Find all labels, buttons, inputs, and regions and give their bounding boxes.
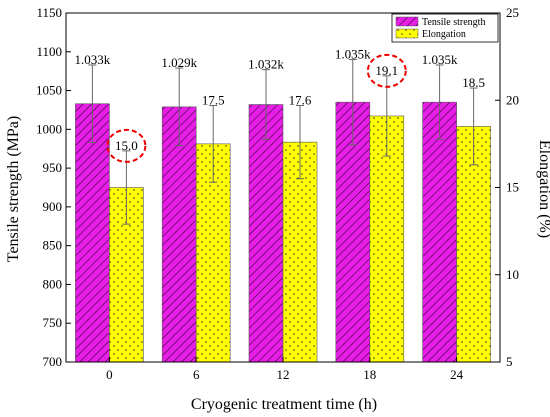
data-label-1-2: 17.6	[289, 92, 312, 107]
right-tick-label-25: 25	[506, 5, 519, 20]
data-label-1-0: 15.0	[115, 138, 138, 153]
right-tick-label-20: 20	[506, 92, 519, 107]
data-label-1-4: 18.5	[462, 75, 485, 90]
data-label-1-3: 19.1	[375, 63, 398, 78]
y-axis-right-title: Elongation (%)	[536, 140, 550, 238]
left-tick-label-1100: 1100	[36, 44, 62, 59]
bar-tensile-0	[75, 103, 110, 363]
left-tick-label-1000: 1000	[36, 121, 62, 136]
data-label-0-3: 1.035k	[335, 47, 371, 62]
x-tick-label-0: 0	[106, 367, 113, 382]
left-tick-label-850: 850	[43, 238, 63, 253]
data-label-0-4: 1.035k	[422, 52, 458, 67]
data-label-0-0: 1.033k	[75, 52, 111, 67]
data-label-0-1: 1.029k	[161, 55, 197, 70]
right-tick-label-10: 10	[506, 267, 519, 282]
x-tick-label-24: 24	[450, 367, 464, 382]
left-tick-label-800: 800	[43, 276, 63, 291]
left-tick-label-950: 950	[43, 160, 63, 175]
bar-elongation-24	[456, 126, 491, 363]
bar-tensile-24	[422, 101, 457, 363]
legend-label-elongation: Elongation	[422, 29, 466, 40]
x-axis-title: Cryogenic treatment time (h)	[191, 396, 377, 413]
x-tick-label-12: 12	[277, 367, 290, 382]
bar-elongation-18	[369, 115, 405, 363]
legend-label-tensile: Tensile strength	[422, 17, 485, 28]
left-tick-label-750: 750	[43, 315, 63, 330]
y-axis-left-title: Tensile strength (MPa)	[5, 116, 22, 262]
right-tick-label-5: 5	[506, 354, 513, 369]
data-label-1-1: 17.5	[202, 92, 225, 107]
legend-swatch-tensile	[395, 16, 419, 27]
left-tick-label-700: 700	[43, 354, 63, 369]
data-label-0-2: 1.032k	[248, 57, 284, 72]
bar-tensile-12	[248, 104, 284, 363]
highlight-circle-1-0	[106, 128, 147, 163]
left-tick-label-1150: 1150	[36, 5, 62, 20]
x-tick-label-6: 6	[193, 367, 200, 382]
x-tick-label-18: 18	[363, 367, 376, 382]
right-tick-label-15: 15	[506, 180, 519, 195]
left-tick-label-1050: 1050	[36, 83, 62, 98]
left-tick-label-900: 900	[43, 199, 63, 214]
legend-swatch-elongation	[395, 28, 419, 39]
highlight-circle-1-3	[366, 53, 407, 88]
